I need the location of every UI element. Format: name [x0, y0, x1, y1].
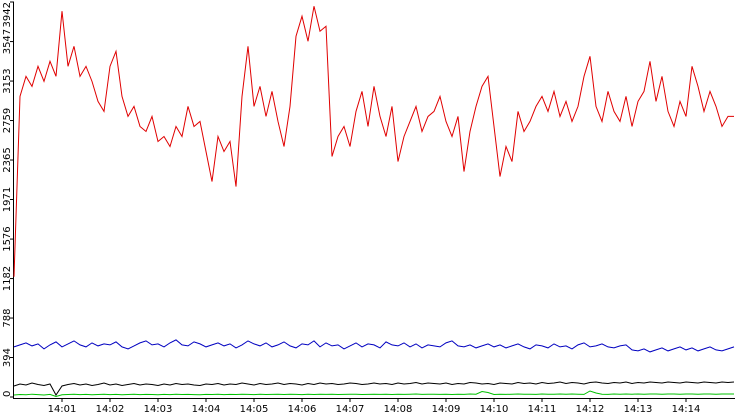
y-tick-label: 1576	[2, 226, 13, 251]
x-tick-label: 14:14	[672, 404, 701, 415]
series-line	[13, 6, 734, 277]
x-tick-label: 14:01	[48, 404, 77, 415]
x-tick-label: 14:13	[624, 404, 653, 415]
y-tick-label: 0	[2, 391, 13, 397]
series-line	[13, 390, 734, 398]
x-tick-label: 14:05	[240, 404, 269, 415]
x-tick-label: 14:06	[288, 404, 317, 415]
y-tick-label: 2759	[2, 108, 13, 133]
x-tick-label: 14:07	[336, 404, 365, 415]
x-tick-label: 14:03	[144, 404, 173, 415]
y-tick-label: 3153	[2, 68, 13, 93]
y-tick-label: 788	[2, 308, 13, 327]
x-tick-label: 14:10	[480, 404, 509, 415]
x-tick-label: 14:08	[384, 404, 413, 415]
x-tick-label: 14:02	[96, 404, 125, 415]
y-tick-label: 3942	[2, 2, 13, 27]
x-tick-label: 14:12	[576, 404, 605, 415]
y-tick-label: 394	[2, 348, 13, 367]
x-tick-label: 14:09	[432, 404, 461, 415]
x-tick-label: 14:04	[192, 404, 221, 415]
y-tick-label: 2365	[2, 147, 13, 172]
y-tick-label: 1182	[2, 266, 13, 291]
series-line	[13, 339, 735, 353]
y-tick-label: 1971	[2, 187, 13, 212]
series-line	[13, 381, 735, 396]
x-tick-label: 14:11	[528, 404, 557, 415]
y-tick-label: 3547	[2, 29, 13, 54]
